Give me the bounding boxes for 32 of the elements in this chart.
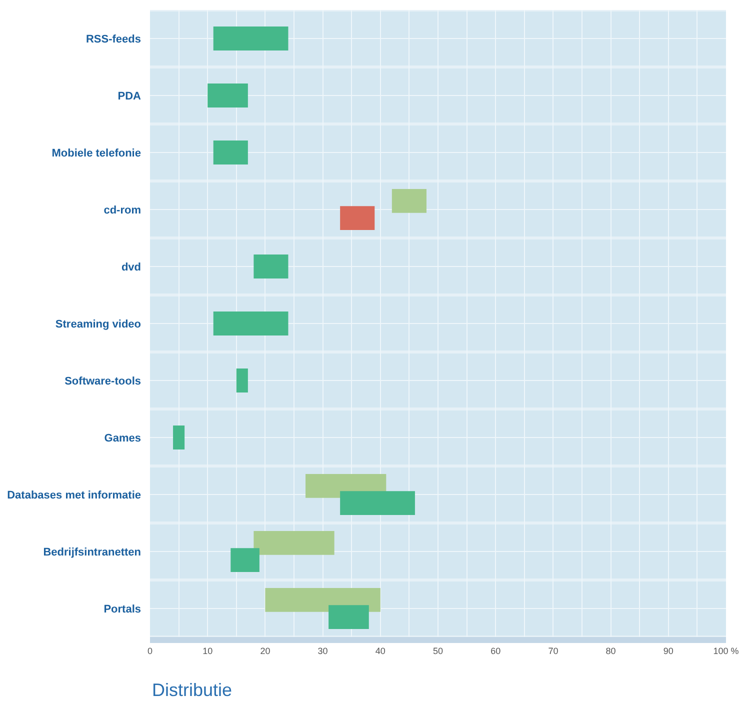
x-axis-title: Distributie [152,680,232,700]
bar [254,254,288,278]
bar [213,26,288,50]
bar [213,140,248,164]
x-tick-label: 20 [260,646,270,656]
y-tick-label: cd-rom [104,204,142,216]
x-tick-label: 90 [663,646,674,656]
y-tick-label: Databases met informatie [7,489,141,502]
x-tick-label: 40 [375,646,386,656]
y-tick-label: RSS-feeds [86,33,141,46]
x-tick-label: 30 [318,646,328,656]
y-tick-label: PDA [118,90,142,102]
x-tick-label: 60 [490,646,501,656]
y-tick-label: Bedrijfsintranetten [43,546,142,558]
x-tick-label: 80 [606,646,616,656]
x-tick-label: 70 [548,646,558,656]
y-tick-label: Portals [104,603,141,616]
bar [213,312,288,336]
bar [236,368,248,392]
x-tick-label: 10 [202,646,213,656]
y-tick-label: Games [104,432,141,444]
y-tick-label: Software-tools [64,375,141,388]
x-tick-label: 100 % [713,646,739,656]
x-tick-label: 0 [147,646,153,656]
bar [208,84,248,108]
bar [392,188,426,213]
x-tick-label: 50 [432,646,444,656]
y-tick-label: Streaming video [55,318,142,330]
bar [254,530,334,555]
bar [173,426,185,450]
y-tick-label: Mobiele telefonie [52,147,141,160]
y-tick-label: dvd [121,261,141,274]
